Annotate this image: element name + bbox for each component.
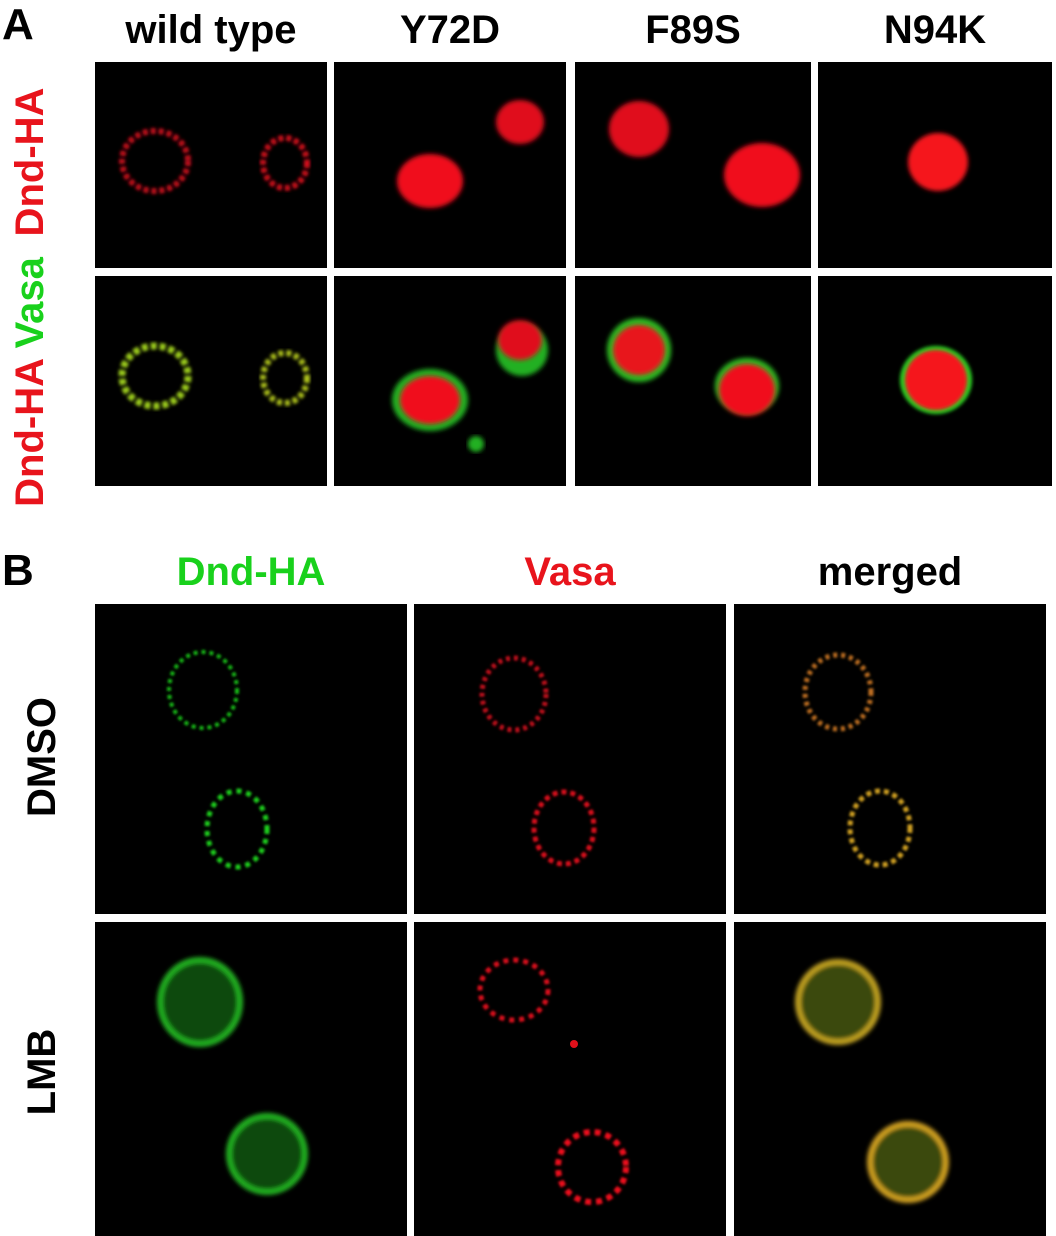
micrograph-a-y72d-dnd — [334, 62, 566, 268]
micrograph-b-dmso-dnd — [95, 604, 407, 914]
col-label-f89s: F89S — [645, 8, 741, 52]
row-label-vasa-part: Vasa — [8, 257, 52, 349]
micrograph-b-dmso-merged — [734, 604, 1046, 914]
micrograph-a-y72d-merged — [334, 276, 566, 486]
col-label-wild-type: wild type — [125, 8, 297, 52]
micrograph-a-n94k-merged — [818, 276, 1052, 486]
row-label-dnd-ha-part: Dnd-HA — [8, 359, 52, 507]
micrograph-a-f89s-dnd — [575, 62, 811, 268]
row-label-dmso: DMSO — [20, 697, 64, 817]
col-label-b-vasa: Vasa — [524, 550, 616, 594]
col-label-b-dnd-ha: Dnd-HA — [176, 550, 326, 594]
panel-a-letter: A — [2, 0, 34, 49]
col-label-y72d: Y72D — [399, 8, 501, 52]
micrograph-b-dmso-vasa — [414, 604, 726, 914]
col-label-b-merged: merged — [817, 550, 963, 594]
micrograph-a-wt-dnd — [95, 62, 327, 268]
micrograph-a-n94k-dnd — [818, 62, 1052, 268]
panel-b-letter: B — [2, 546, 34, 595]
col-label-n94k: N94K — [883, 8, 987, 52]
micrograph-b-lmb-dnd — [95, 922, 407, 1236]
row-label-dnd-ha-vasa: Dnd-HA Vasa — [8, 222, 52, 542]
row-label-lmb: LMB — [20, 1028, 64, 1116]
micrograph-a-wt-merged — [95, 276, 327, 486]
micrograph-b-lmb-merged — [734, 922, 1046, 1236]
micrograph-b-lmb-vasa — [414, 922, 726, 1236]
micrograph-a-f89s-merged — [575, 276, 811, 486]
